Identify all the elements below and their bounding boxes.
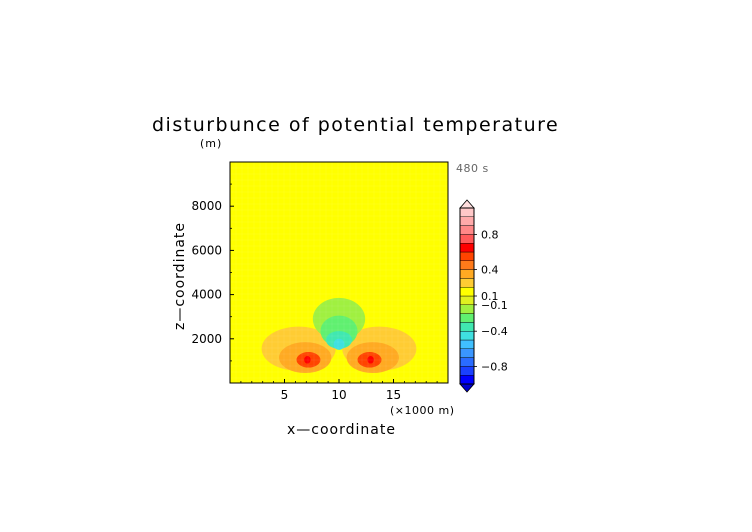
- contour-field: [230, 162, 448, 383]
- colorbar-label: 0.4: [481, 264, 499, 277]
- colorbar-band: [459, 269, 475, 279]
- colorbar-band: [459, 242, 475, 253]
- colorbar-band: [459, 207, 475, 218]
- colorbar-band: [459, 366, 475, 376]
- x-axis-unit: (×1000 m): [390, 404, 455, 417]
- y-axis-ticks: 2000 4000 6000 8000: [191, 183, 234, 362]
- contour-region: [367, 356, 374, 364]
- colorbar-label: 0.8: [481, 228, 499, 241]
- time-label: 480 s: [456, 162, 489, 175]
- colorbar-label: −0.8: [481, 360, 508, 373]
- colorbar-band: [459, 251, 475, 262]
- colorbar-band: [459, 225, 475, 235]
- colorbar-band: [459, 357, 475, 367]
- x-tick-label: 10: [331, 388, 346, 402]
- colorbar-label: −0.1: [481, 299, 508, 312]
- colorbar-band: [459, 260, 475, 270]
- contour-region: [230, 265, 269, 383]
- colorbar-band: [459, 304, 475, 314]
- colorbar-band: [459, 295, 475, 306]
- chart-title: disturbunce of potential temperature: [152, 114, 560, 136]
- colorbar-band: [459, 216, 475, 226]
- colorbar-label: 0.1: [481, 290, 499, 303]
- x-tick-label: 15: [386, 388, 401, 402]
- colorbar-label: −0.4: [481, 325, 508, 338]
- contour-region: [321, 197, 357, 330]
- colorbar-band: [459, 331, 475, 341]
- colorbar-extend-top: [459, 199, 475, 209]
- colorbar-band: [459, 348, 475, 358]
- colorbar-band: [459, 234, 475, 244]
- x-tick-label: 5: [281, 388, 289, 402]
- y-tick-label: 2000: [191, 332, 222, 346]
- y-tick-label: 8000: [191, 199, 222, 213]
- x-axis-ticks: 5 10 15: [240, 379, 438, 402]
- colorbar-band: [459, 322, 475, 332]
- colorbar-band: [459, 313, 475, 323]
- contour-region: [333, 338, 345, 350]
- y-axis-unit: (m): [200, 137, 223, 150]
- contour-region: [304, 356, 311, 364]
- x-axis-label: x—coordinate: [287, 422, 396, 438]
- colorbar-band: [459, 287, 475, 297]
- contour-region: [409, 265, 448, 383]
- colorbar: 0.8 0.4 0.1−0.1 −0.4 −0.8: [459, 199, 508, 393]
- y-tick-label: 4000: [191, 288, 222, 302]
- colorbar-band: [459, 339, 475, 350]
- y-tick-label: 6000: [191, 243, 222, 257]
- colorbar-extend-bottom: [459, 383, 475, 393]
- colorbar-band: [459, 278, 475, 288]
- colorbar-band: [459, 375, 475, 385]
